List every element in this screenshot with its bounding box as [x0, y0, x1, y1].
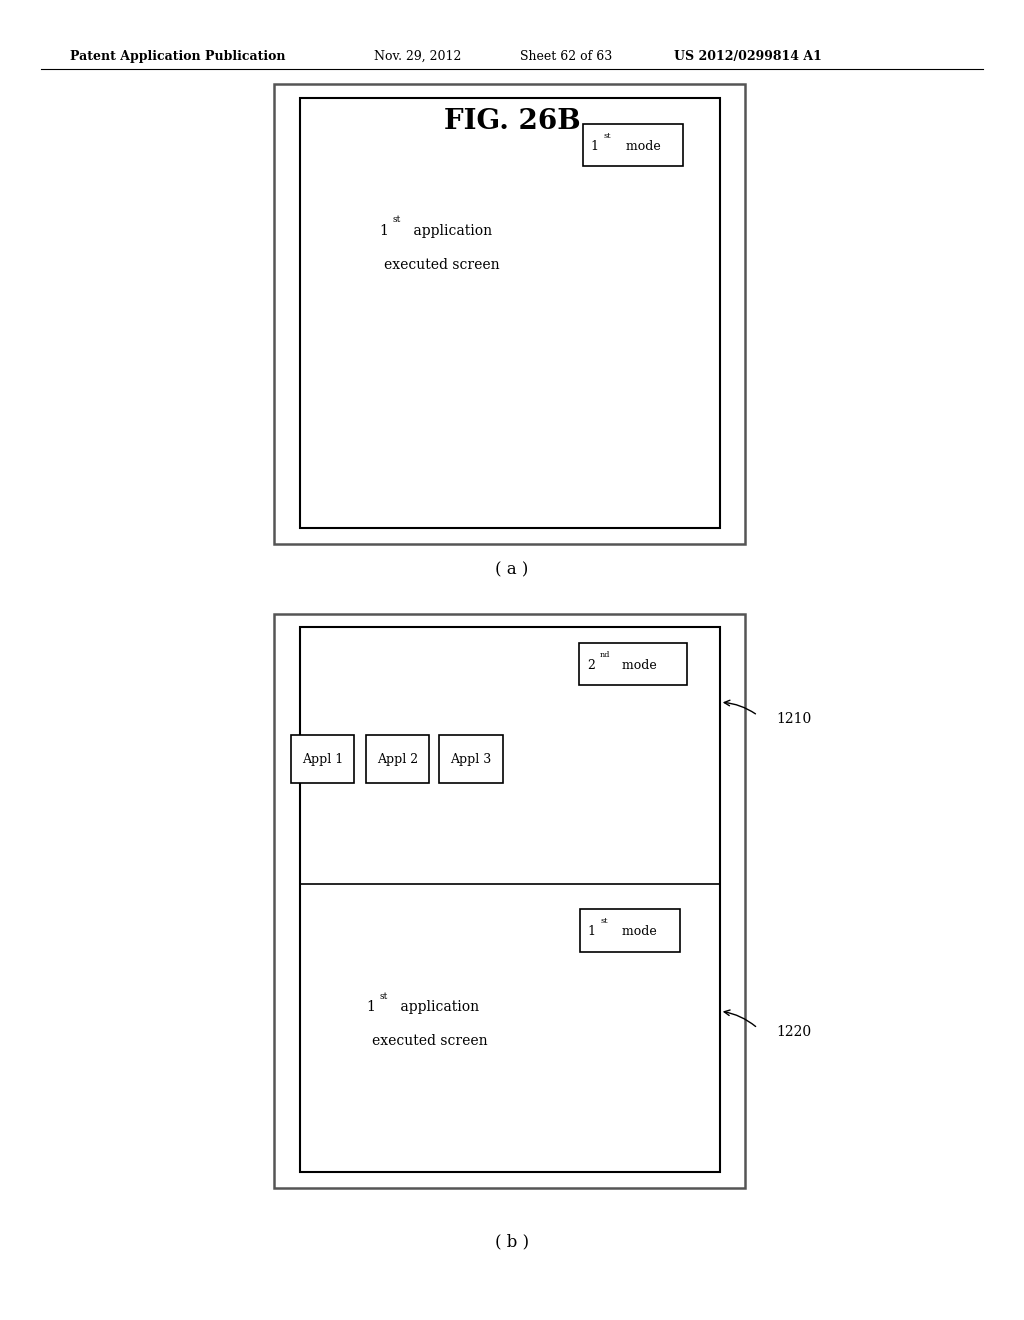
Bar	[580, 643, 686, 685]
Text: 1: 1	[588, 925, 596, 939]
Text: executed screen: executed screen	[372, 1034, 487, 1048]
Bar	[291, 735, 354, 783]
Text: FIG. 26B: FIG. 26B	[443, 108, 581, 135]
Text: Appl 2: Appl 2	[377, 752, 418, 766]
Text: Nov. 29, 2012: Nov. 29, 2012	[374, 50, 461, 63]
Text: nd: nd	[600, 651, 610, 659]
Text: executed screen: executed screen	[384, 257, 500, 272]
Text: 1220: 1220	[776, 1026, 811, 1039]
Text: mode: mode	[622, 140, 660, 153]
Bar	[366, 735, 429, 783]
Text: application: application	[396, 999, 479, 1014]
Text: Appl 3: Appl 3	[451, 752, 492, 766]
Text: application: application	[409, 223, 492, 238]
Bar	[274, 84, 745, 544]
Text: st: st	[380, 991, 388, 1001]
Text: st: st	[603, 132, 610, 140]
Text: Patent Application Publication: Patent Application Publication	[70, 50, 285, 63]
Bar	[583, 124, 683, 166]
Text: 1: 1	[379, 223, 388, 238]
Bar	[274, 614, 745, 1188]
Text: 1210: 1210	[776, 713, 811, 726]
Bar	[300, 627, 720, 1172]
Text: Sheet 62 of 63: Sheet 62 of 63	[520, 50, 612, 63]
Bar	[300, 98, 720, 528]
Text: US 2012/0299814 A1: US 2012/0299814 A1	[674, 50, 821, 63]
Bar	[439, 735, 503, 783]
Text: 1: 1	[367, 999, 376, 1014]
Bar	[580, 909, 680, 952]
Text: st: st	[392, 215, 400, 224]
Text: mode: mode	[618, 925, 657, 939]
Text: ( a ): ( a )	[496, 562, 528, 578]
Text: mode: mode	[618, 659, 656, 672]
Text: Appl 1: Appl 1	[302, 752, 343, 766]
Text: st: st	[600, 917, 607, 925]
Text: 2: 2	[588, 659, 595, 672]
Text: ( b ): ( b )	[495, 1234, 529, 1250]
Text: 1: 1	[591, 140, 599, 153]
